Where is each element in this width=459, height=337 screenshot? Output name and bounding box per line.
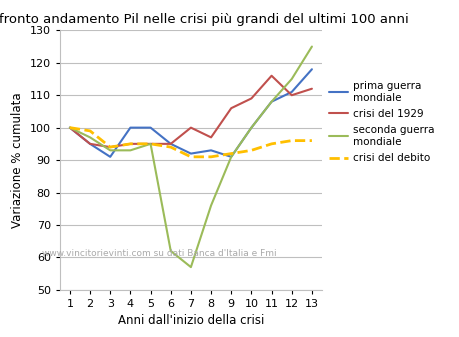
crisi del debito: [288, 139, 294, 143]
prima guerra
mondiale: [208, 148, 213, 152]
seconda guerra
mondiale: [127, 148, 133, 152]
crisi del 1929: [87, 142, 93, 146]
crisi del 1929: [188, 126, 193, 130]
crisi del 1929: [268, 74, 274, 78]
seconda guerra
mondiale: [228, 155, 234, 159]
X-axis label: Anni dall'inizio della crisi: Anni dall'inizio della crisi: [118, 314, 263, 328]
Title: Confronto andamento Pil nelle crisi più grandi del ultimi 100 anni: Confronto andamento Pil nelle crisi più …: [0, 13, 408, 26]
crisi del debito: [208, 155, 213, 159]
crisi del debito: [248, 148, 254, 152]
seconda guerra
mondiale: [248, 126, 254, 130]
seconda guerra
mondiale: [107, 148, 113, 152]
crisi del debito: [308, 139, 314, 143]
crisi del 1929: [67, 126, 73, 130]
Line: prima guerra
mondiale: prima guerra mondiale: [70, 69, 311, 157]
prima guerra
mondiale: [168, 142, 173, 146]
prima guerra
mondiale: [188, 152, 193, 156]
crisi del 1929: [308, 87, 314, 91]
prima guerra
mondiale: [248, 126, 254, 130]
Text: www.vincitorievinti.com su dati Banca d'Italia e Fmi: www.vincitorievinti.com su dati Banca d'…: [42, 249, 276, 258]
crisi del debito: [147, 142, 153, 146]
seconda guerra
mondiale: [147, 142, 153, 146]
crisi del debito: [127, 142, 133, 146]
crisi del debito: [107, 145, 113, 149]
crisi del 1929: [208, 135, 213, 140]
crisi del debito: [87, 129, 93, 133]
prima guerra
mondiale: [127, 126, 133, 130]
seconda guerra
mondiale: [268, 100, 274, 104]
prima guerra
mondiale: [147, 126, 153, 130]
prima guerra
mondiale: [107, 155, 113, 159]
crisi del debito: [268, 142, 274, 146]
crisi del 1929: [228, 106, 234, 110]
Line: seconda guerra
mondiale: seconda guerra mondiale: [70, 47, 311, 267]
crisi del 1929: [107, 145, 113, 149]
seconda guerra
mondiale: [67, 126, 73, 130]
crisi del 1929: [248, 96, 254, 100]
seconda guerra
mondiale: [188, 265, 193, 269]
Line: crisi del 1929: crisi del 1929: [70, 76, 311, 147]
crisi del debito: [67, 126, 73, 130]
seconda guerra
mondiale: [208, 204, 213, 208]
crisi del 1929: [288, 93, 294, 97]
crisi del debito: [168, 145, 173, 149]
crisi del debito: [228, 152, 234, 156]
Y-axis label: Variazione % cumulata: Variazione % cumulata: [11, 92, 24, 228]
prima guerra
mondiale: [87, 142, 93, 146]
Line: crisi del debito: crisi del debito: [70, 128, 311, 157]
Legend: prima guerra
mondiale, crisi del 1929, seconda guerra
mondiale, crisi del debito: prima guerra mondiale, crisi del 1929, s…: [324, 77, 437, 167]
crisi del 1929: [147, 142, 153, 146]
prima guerra
mondiale: [228, 155, 234, 159]
seconda guerra
mondiale: [288, 77, 294, 81]
crisi del 1929: [127, 142, 133, 146]
seconda guerra
mondiale: [308, 44, 314, 49]
crisi del debito: [188, 155, 193, 159]
prima guerra
mondiale: [288, 90, 294, 94]
seconda guerra
mondiale: [168, 249, 173, 253]
crisi del 1929: [168, 142, 173, 146]
prima guerra
mondiale: [268, 100, 274, 104]
prima guerra
mondiale: [67, 126, 73, 130]
seconda guerra
mondiale: [87, 135, 93, 140]
prima guerra
mondiale: [308, 67, 314, 71]
